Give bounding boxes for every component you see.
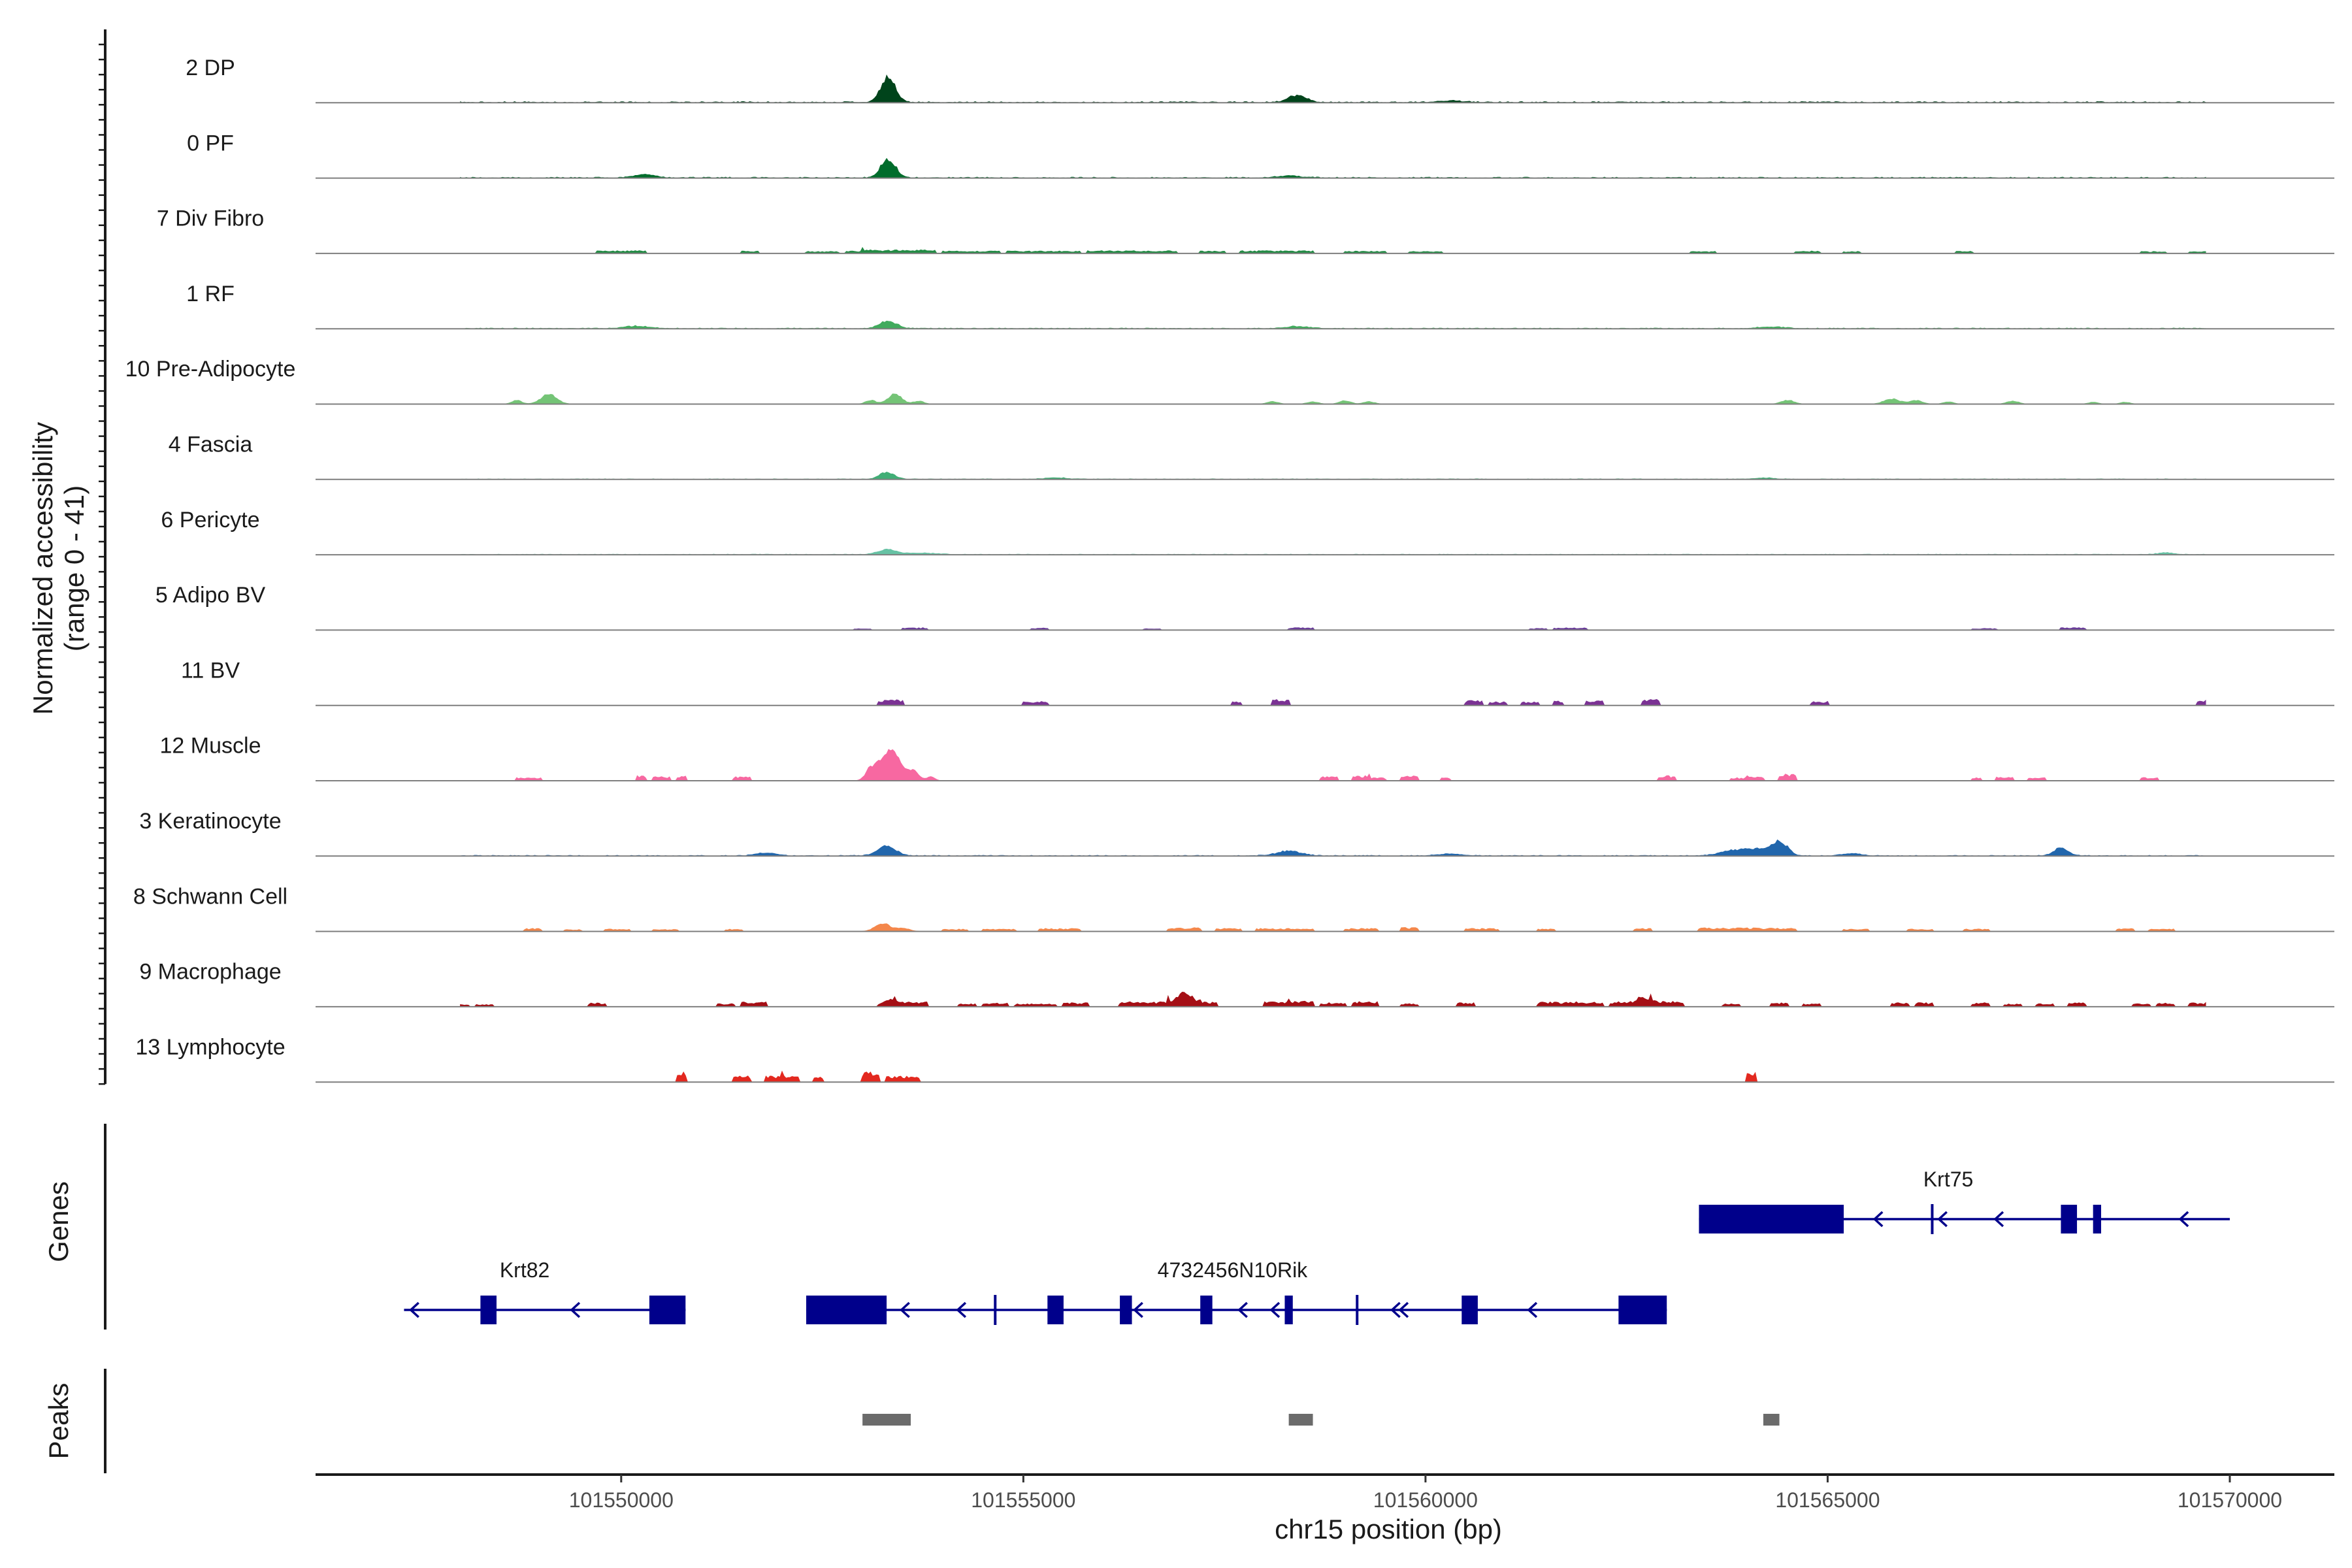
strand-arrow xyxy=(1937,1211,1948,1228)
x-tick-label: 101560000 xyxy=(1373,1488,1478,1512)
strand-arrow xyxy=(956,1301,967,1318)
x-axis: 101550000 101555000 101560000 101565000 1015… xyxy=(316,1473,2334,1512)
peak-region xyxy=(1288,1414,1313,1426)
coverage-area xyxy=(460,320,2206,329)
x-tick-label: 101565000 xyxy=(1775,1488,1880,1512)
x-tick-label: 101555000 xyxy=(971,1488,1075,1512)
track-0-pf: 0 PF xyxy=(187,131,2334,179)
track-label: 4 Fascia xyxy=(169,433,253,457)
track-2-dp: 2 DP xyxy=(186,56,2334,104)
coverage-area xyxy=(460,839,2206,857)
gene-krt75: Krt75 xyxy=(1699,1168,2230,1234)
coverage-area xyxy=(460,991,2206,1007)
strand-arrow xyxy=(1237,1301,1248,1318)
strand-arrow xyxy=(1053,1301,1063,1318)
gene-label: Krt75 xyxy=(1923,1168,1973,1191)
track-label: 12 Muscle xyxy=(160,734,261,759)
y-axis-title-line1: Normalized accessibility xyxy=(27,422,58,715)
gene-exon xyxy=(1284,1296,1293,1324)
track-3-keratinocyte: 3 Keratinocyte xyxy=(139,809,2334,857)
gene-4732456n10rik: 4732456N10Rik xyxy=(806,1258,1667,1325)
gene-label: Krt82 xyxy=(500,1258,549,1282)
coverage-area xyxy=(460,699,2206,706)
peak-region xyxy=(1763,1414,1780,1426)
strand-arrow xyxy=(1390,1301,1401,1318)
genes-axis-title: Genes xyxy=(43,1181,74,1262)
genes-panel: Krt82 4732456N10Rik Krt75 xyxy=(104,1124,2230,1330)
track-8-schwann-cell: 8 Schwann Cell xyxy=(133,884,2334,932)
coverage-area xyxy=(460,1070,2206,1083)
track-label: 13 Lymphocyte xyxy=(135,1035,285,1060)
x-tick-label: 101550000 xyxy=(569,1488,674,1512)
strand-arrow xyxy=(1872,1211,1884,1228)
strand-arrow xyxy=(1527,1301,1538,1318)
strand-arrow xyxy=(1269,1301,1281,1318)
coverage-tracks: 2 DP 0 PF 7 Div Fibro 1 RF 10 Pre-Adipocyte 4… xyxy=(99,29,2334,1085)
track-12-muscle: 12 Muscle xyxy=(160,734,2334,781)
coverage-area xyxy=(460,393,2206,404)
peak-region xyxy=(862,1414,911,1426)
strand-arrow xyxy=(570,1301,581,1318)
peaks-panel xyxy=(104,1369,1780,1473)
x-axis-title: chr15 position (bp) xyxy=(1275,1514,1502,1544)
track-4-fascia: 4 Fascia xyxy=(169,433,2334,480)
track-label: 8 Schwann Cell xyxy=(133,884,287,909)
track-label: 11 BV xyxy=(181,658,240,683)
track-label: 0 PF xyxy=(187,131,234,155)
coverage-area xyxy=(460,923,2206,932)
x-tick-label: 101570000 xyxy=(2178,1488,2282,1512)
gene-exon xyxy=(806,1296,887,1324)
gene-label: 4732456N10Rik xyxy=(1158,1258,1309,1282)
gene-exon xyxy=(2093,1205,2101,1233)
gene-exon xyxy=(1120,1296,1132,1324)
y-axis-title-line2: (range 0 - 41) xyxy=(59,485,90,651)
track-label: 9 Macrophage xyxy=(139,960,281,985)
coverage-area xyxy=(460,749,2206,781)
track-6-pericyte: 6 Pericyte xyxy=(161,508,2334,556)
track-label: 10 Pre-Adipocyte xyxy=(125,357,296,382)
gene-exon xyxy=(1462,1296,1478,1324)
gene-exon xyxy=(2061,1205,2078,1233)
coverage-area xyxy=(460,157,2206,179)
gene-exon xyxy=(1200,1296,1213,1324)
coverage-area xyxy=(460,472,2206,480)
track-11-bv: 11 BV xyxy=(181,658,2334,706)
track-10-pre-adipocyte: 10 Pre-Adipocyte xyxy=(125,357,2334,405)
strand-arrow xyxy=(2178,1211,2189,1228)
gene-exon xyxy=(649,1296,686,1324)
strand-arrow xyxy=(1993,1211,2004,1228)
track-1-rf: 1 RF xyxy=(186,282,2334,330)
track-9-macrophage: 9 Macrophage xyxy=(139,960,2334,1007)
strand-arrow xyxy=(900,1301,910,1318)
track-label: 5 Adipo BV xyxy=(155,583,266,608)
track-13-lymphocyte: 13 Lymphocyte xyxy=(135,1035,2334,1083)
track-label: 7 Div Fibro xyxy=(157,206,264,231)
track-5-adipo-bv: 5 Adipo BV xyxy=(155,583,2334,631)
coverage-area xyxy=(460,246,2206,254)
coverage-area xyxy=(460,74,2206,103)
strand-arrow xyxy=(1133,1301,1143,1318)
strand-arrow xyxy=(409,1301,419,1318)
peaks-axis-title: Peaks xyxy=(43,1383,74,1460)
coverage-area xyxy=(460,548,2206,555)
strand-arrow xyxy=(1398,1301,1409,1318)
gene-krt82: Krt82 xyxy=(404,1258,686,1324)
gene-exon xyxy=(1699,1205,1844,1233)
track-7-div-fibro: 7 Div Fibro xyxy=(157,206,2334,254)
track-label: 6 Pericyte xyxy=(161,508,259,532)
track-label: 1 RF xyxy=(186,282,235,306)
gene-exon xyxy=(480,1296,497,1324)
track-label: 2 DP xyxy=(186,56,235,80)
track-label: 3 Keratinocyte xyxy=(139,809,281,834)
gene-exon xyxy=(1618,1296,1667,1324)
